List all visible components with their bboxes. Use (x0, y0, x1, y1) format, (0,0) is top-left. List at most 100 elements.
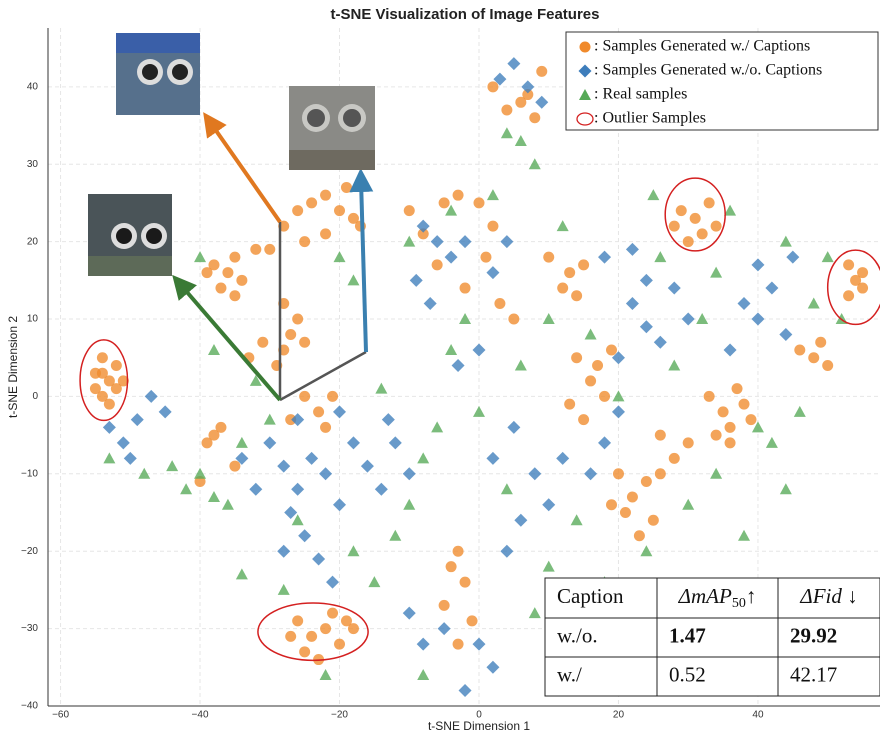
point (145, 390, 158, 403)
point (312, 552, 325, 565)
point (404, 205, 415, 216)
point (459, 684, 472, 697)
point (843, 259, 854, 270)
point (857, 267, 868, 278)
point (417, 669, 429, 680)
point (786, 251, 799, 264)
point (180, 483, 192, 494)
point (320, 623, 331, 634)
point (500, 545, 513, 558)
point (103, 421, 116, 434)
point (298, 529, 311, 542)
x-tick-label: 20 (613, 710, 625, 721)
point (446, 561, 457, 572)
table-header: ΔFid ↓ (799, 584, 857, 608)
point (306, 631, 317, 642)
point (669, 453, 680, 464)
point (417, 638, 430, 651)
point (236, 568, 248, 579)
point (627, 492, 638, 503)
point (305, 452, 318, 465)
point (264, 414, 276, 425)
point (779, 328, 792, 341)
point (585, 375, 596, 386)
point (794, 406, 806, 417)
point (718, 406, 729, 417)
legend-label: : Samples Generated w./ Captions (594, 38, 810, 55)
point (159, 405, 172, 418)
y-tick-label: −20 (21, 546, 38, 557)
y-tick-label: −30 (21, 623, 38, 634)
point (514, 514, 527, 527)
point (682, 313, 695, 326)
point (487, 81, 498, 92)
point (640, 320, 653, 333)
point (794, 344, 805, 355)
point (319, 467, 332, 480)
point (626, 297, 639, 310)
thumbnail (116, 33, 200, 115)
point (738, 297, 751, 310)
point (751, 258, 764, 271)
point (431, 421, 443, 432)
point (320, 669, 332, 680)
point (508, 314, 519, 325)
point (229, 290, 240, 301)
point (500, 235, 513, 248)
point (215, 283, 226, 294)
arrow (361, 180, 366, 352)
point (326, 576, 339, 589)
point (452, 359, 465, 372)
point (725, 422, 736, 433)
point (347, 274, 359, 285)
point (460, 577, 471, 588)
point (313, 406, 324, 417)
point (668, 282, 681, 295)
point (292, 615, 303, 626)
y-axis-label: t-SNE Dimension 2 (6, 316, 20, 418)
point (564, 267, 575, 278)
point (431, 235, 444, 248)
point (815, 337, 826, 348)
x-axis-label: t-SNE Dimension 1 (428, 719, 530, 733)
point (808, 352, 819, 363)
x-tick-label: 40 (752, 710, 764, 721)
point (472, 343, 485, 356)
point (194, 251, 206, 262)
point (515, 359, 527, 370)
point (291, 483, 304, 496)
legend-label: : Outlier Samples (594, 110, 706, 127)
point (528, 467, 541, 480)
point (403, 607, 416, 620)
point (320, 190, 331, 201)
point (634, 530, 645, 541)
chart-title: t-SNE Visualization of Image Features (331, 6, 600, 23)
point (487, 189, 499, 200)
point (571, 290, 582, 301)
point (208, 344, 220, 355)
point (90, 368, 101, 379)
legend: : Samples Generated w./ Captions : Sample… (566, 32, 878, 130)
point (389, 530, 401, 541)
point (236, 275, 247, 286)
point (361, 460, 374, 473)
point (208, 491, 220, 502)
point (445, 251, 458, 264)
point (725, 437, 736, 448)
point (278, 584, 290, 595)
point (257, 337, 268, 348)
y-tick-label: 20 (27, 236, 39, 247)
point (711, 221, 722, 232)
legend-label: : Samples Generated w./o. Captions (594, 62, 822, 79)
point (284, 506, 297, 519)
point (704, 391, 715, 402)
point (494, 298, 505, 309)
point (655, 430, 666, 441)
table-cell: w./ (557, 662, 582, 686)
point (535, 96, 548, 109)
point (515, 135, 527, 146)
point (453, 639, 464, 650)
point (592, 360, 603, 371)
page: {"chart_data": { "type": "scatter", "tit… (0, 0, 880, 736)
table-cell: 29.92 (790, 623, 837, 647)
